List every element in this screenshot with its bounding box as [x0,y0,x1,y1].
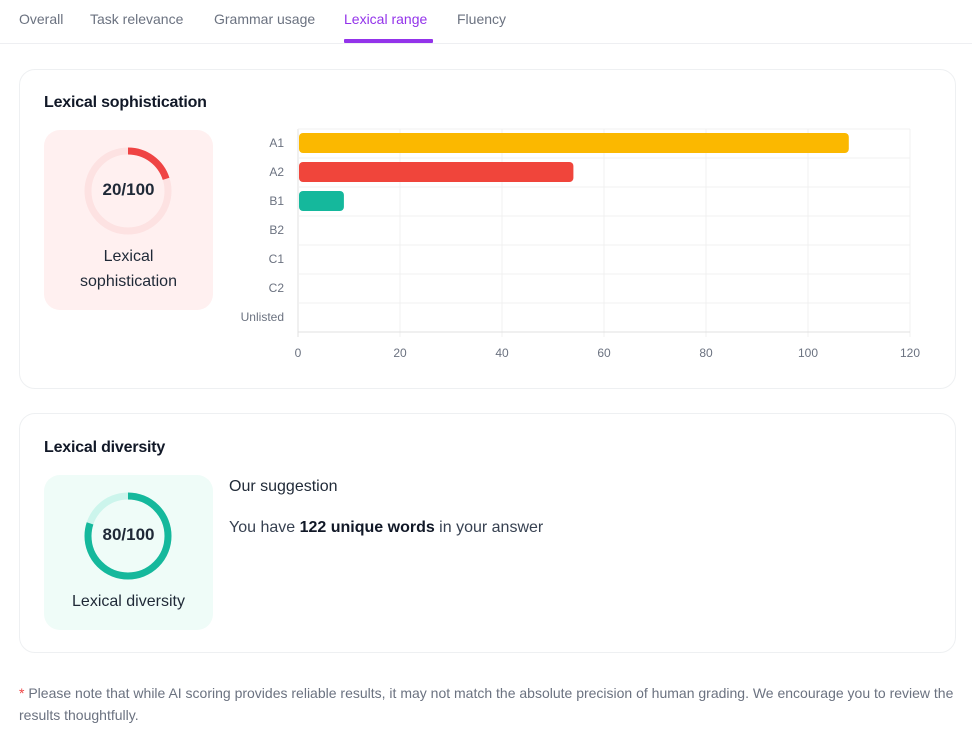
chart-plot [297,128,911,337]
section-title: Lexical sophistication [44,94,207,111]
score-label: Lexical sophistication [44,244,213,294]
y-tick-label: C2 [268,281,284,295]
lexical-sophistication-card: Lexical sophistication 20/100 Lexical so… [19,69,956,389]
x-tick-label: 60 [597,346,611,360]
x-tick-label: 0 [294,346,302,360]
y-tick-label: Unlisted [240,310,284,324]
score-value: 20/100 [102,180,155,199]
score-value: 80/100 [102,525,155,544]
bar-b1 [299,191,344,211]
tab-bar: Overall Task relevance Grammar usage Lex… [0,0,972,44]
y-tick-label: C1 [268,252,284,266]
score-label-line2: sophistication [80,273,177,290]
suggestion-text: You have 122 unique words in your answer [229,519,543,537]
ring-progress [84,147,172,235]
unique-words-count: 122 unique words [299,519,435,536]
score-label-line1: Lexical [103,248,154,265]
diversity-score-box: 80/100 Lexical diversity [44,475,213,630]
active-tab-indicator [344,39,433,43]
x-tick-label: 100 [797,346,819,360]
y-tick-label: A1 [269,136,284,150]
y-tick-label: B1 [269,194,284,208]
disclaimer-note: * Please note that while AI scoring prov… [19,682,959,726]
tab-task-relevance[interactable]: Task relevance [90,11,184,27]
sophistication-score-box: 20/100 Lexical sophistication [44,130,213,310]
disclaimer-text: Please note that while AI scoring provid… [19,685,954,723]
bar-a2 [299,162,574,182]
cefr-bar-chart: A1 A2 B1 B2 C1 C2 Unlisted 0 20 40 60 80 100 120 [220,120,940,360]
x-tick-label: 20 [393,346,407,360]
suggestion-suffix: in your answer [434,519,544,536]
suggestion-title: Our suggestion [229,478,338,495]
y-tick-label: B2 [269,223,284,237]
x-tick-label: 80 [699,346,713,360]
sophistication-score-ring [84,147,172,235]
diversity-score-ring [84,492,172,580]
tab-fluency[interactable]: Fluency [457,11,507,27]
y-tick-label: A2 [269,165,284,179]
lexical-diversity-card: Lexical diversity 80/100 Lexical diversi… [19,413,956,653]
tab-overall[interactable]: Overall [19,11,64,27]
tab-lexical-range[interactable]: Lexical range [344,11,428,27]
suggestion-prefix: You have [229,519,300,536]
ring-progress [84,492,172,580]
tab-grammar-usage[interactable]: Grammar usage [214,11,316,27]
x-tick-label: 120 [899,346,921,360]
asterisk: * [19,685,25,701]
section-title: Lexical diversity [44,439,166,456]
score-label: Lexical diversity [72,593,185,610]
x-tick-label: 40 [495,346,509,360]
bar-a1 [299,133,849,153]
